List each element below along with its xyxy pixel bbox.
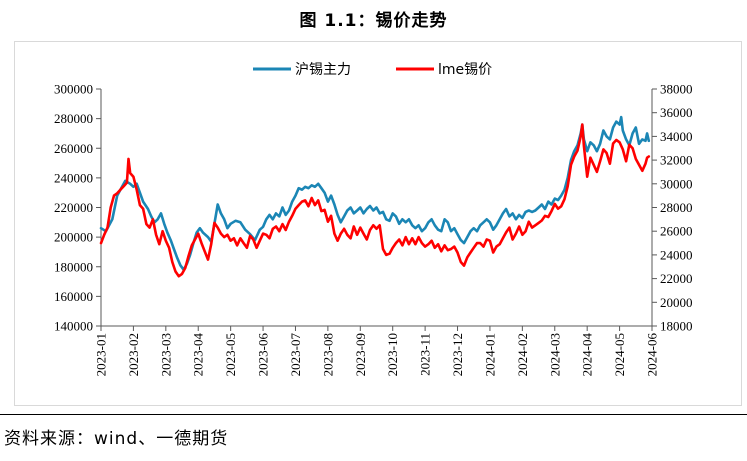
y-left-tick-label: 260000 — [54, 141, 93, 156]
y-left-tick-label: 300000 — [54, 82, 93, 97]
y-left-tick-label: 220000 — [54, 200, 93, 215]
y-right-tick-label: 24000 — [660, 247, 693, 262]
legend-label-shfe-tin: 沪锡主力 — [295, 62, 351, 78]
x-tick-label: 2023-03 — [158, 333, 173, 376]
x-tick-label: 2023-05 — [223, 333, 238, 376]
x-tick-label: 2024-01 — [482, 333, 497, 376]
figure-title: 图 1.1：锡价走势 — [299, 11, 448, 31]
chart-series — [99, 115, 651, 278]
y-right-tick-label: 30000 — [660, 176, 693, 191]
x-tick-label: 2023-04 — [191, 333, 206, 377]
y-right-tick-label: 36000 — [660, 105, 693, 120]
x-tick-label: 2024-04 — [580, 333, 595, 377]
chart-frame: 沪锡主力 lme锡价 140000 160000 180000 200000 220000… — [14, 41, 742, 406]
y-right-tick-label: 20000 — [660, 295, 693, 310]
y-right-tick-label: 22000 — [660, 271, 693, 286]
x-tick-label: 2023-07 — [288, 333, 303, 377]
x-tick-label: 2023-11 — [418, 333, 433, 376]
y-left-tick-label: 200000 — [54, 230, 93, 245]
x-tick-label: 2023-01 — [94, 333, 109, 376]
y-right-tick-label: 28000 — [660, 200, 693, 215]
x-tick-label: 2024-03 — [547, 333, 562, 376]
x-tick-label: 2024-02 — [515, 333, 530, 376]
y-right-tick-label: 26000 — [660, 224, 693, 239]
y-left-tick-label: 240000 — [54, 170, 93, 185]
x-tick-label: 2023-02 — [126, 333, 141, 376]
x-tick-label: 2023-06 — [256, 333, 271, 377]
legend-label-lme-tin: lme锡价 — [438, 62, 492, 78]
y-left-tick-label: 280000 — [54, 111, 93, 126]
series-line-lme-tin — [99, 123, 651, 278]
y-left-tick-label: 160000 — [54, 289, 93, 304]
y-right-tick-label: 32000 — [660, 153, 693, 168]
y-left-tick-label: 140000 — [54, 319, 93, 334]
y-right-tick-label: 38000 — [660, 82, 693, 97]
y-right-tick-label: 34000 — [660, 129, 693, 144]
x-tick-label: 2024-06 — [645, 333, 660, 377]
x-tick-label: 2023-08 — [320, 333, 335, 376]
source-note: 资料来源：wind、一德期货 — [4, 429, 229, 449]
footer-divider — [0, 414, 747, 415]
x-tick-label: 2023-12 — [450, 333, 465, 376]
x-tick-label: 2023-10 — [385, 333, 400, 376]
chart-legend: 沪锡主力 lme锡价 — [253, 62, 492, 78]
chart-axes: 140000 160000 180000 200000 220000 240000 2600… — [54, 82, 693, 377]
x-tick-label: 2023-09 — [353, 333, 368, 376]
y-right-tick-label: 18000 — [660, 319, 693, 334]
x-tick-label: 2024-05 — [612, 333, 627, 376]
y-left-tick-label: 180000 — [54, 259, 93, 274]
chart-canvas: 沪锡主力 lme锡价 140000 160000 180000 200000 220000… — [54, 62, 693, 377]
